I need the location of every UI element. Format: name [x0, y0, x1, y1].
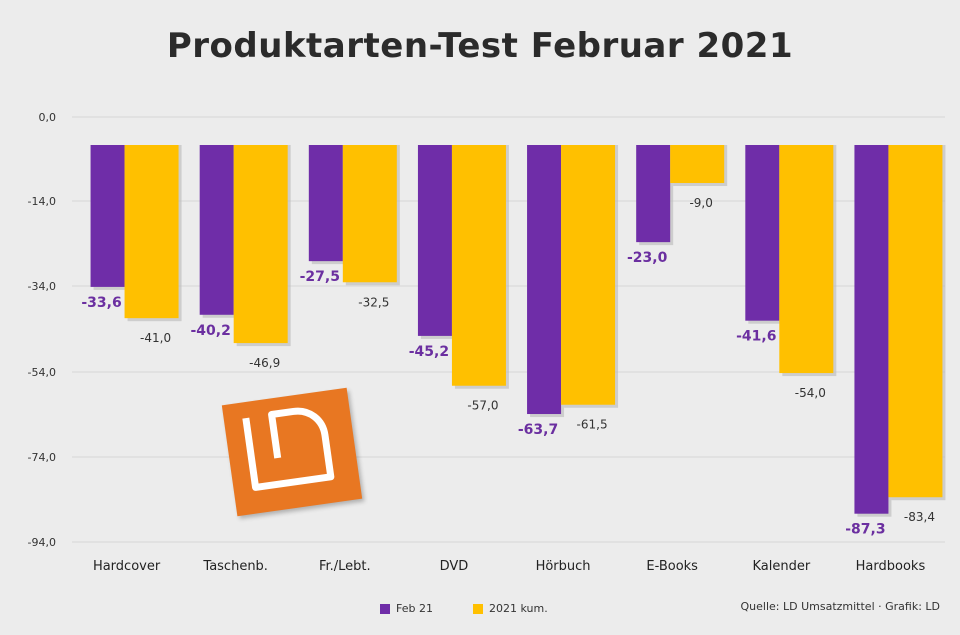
- y-tick-label: -94,0: [28, 536, 56, 549]
- data-label-feb: -23,0: [627, 250, 668, 266]
- x-tick-label: DVD: [440, 559, 469, 574]
- bar-cumulative: [888, 145, 943, 498]
- bar-cumulative: [124, 145, 179, 319]
- bar-feb: [745, 145, 780, 321]
- data-label-cumulative: -54,0: [795, 386, 826, 400]
- legend-label-feb: Feb 21: [396, 602, 433, 615]
- data-label-cumulative: -46,9: [249, 356, 280, 370]
- legend-label-cumulative: 2021 kum.: [488, 602, 548, 615]
- bar-feb: [199, 145, 234, 315]
- legend-item-feb: Feb 21: [380, 602, 433, 615]
- data-label-feb: -63,7: [518, 422, 558, 438]
- bar-feb: [527, 145, 562, 415]
- bar-cumulative: [561, 145, 616, 405]
- ld-logo-mark: [242, 407, 335, 491]
- x-tick-label: Hardbooks: [856, 559, 926, 574]
- bar-cumulative: [779, 145, 834, 374]
- data-label-cumulative: -32,5: [358, 295, 389, 309]
- data-labels: -33,6 -41,0 -40,2 -46,9 -27,5 -32,5 -45,2 -57,0…: [81, 196, 935, 538]
- bar-cumulative: [342, 145, 397, 283]
- data-label-feb: -45,2: [409, 344, 449, 360]
- data-label-feb: -41,6: [736, 329, 776, 345]
- data-label-cumulative: -61,5: [577, 418, 608, 432]
- y-tick-label: -34,0: [28, 280, 56, 293]
- y-tick-label: -74,0: [28, 451, 56, 464]
- ld-logo: [221, 387, 363, 517]
- x-tick-label: E-Books: [646, 559, 698, 574]
- bar-feb: [417, 145, 452, 336]
- data-label-cumulative: -9,0: [689, 196, 712, 210]
- data-label-feb: -27,5: [300, 269, 340, 285]
- bar-cumulative: [670, 145, 725, 184]
- y-tick-label: -54,0: [28, 366, 56, 379]
- legend-item-cumulative: 2021 kum.: [472, 602, 548, 615]
- x-tick-label: Hörbuch: [536, 559, 591, 574]
- data-label-cumulative: -57,0: [467, 399, 498, 413]
- chart-title: Produktarten-Test Februar 2021: [166, 26, 794, 66]
- bar-feb: [90, 145, 125, 287]
- data-label-feb: -33,6: [81, 295, 121, 311]
- bar-feb: [854, 145, 889, 514]
- legend-swatch-feb: [380, 603, 390, 614]
- data-label-feb: -40,2: [191, 323, 231, 339]
- bar-cumulative: [233, 145, 288, 344]
- data-label-cumulative: -41,0: [140, 331, 171, 345]
- source-note: Quelle: LD Umsatzmittel · Grafik: LD: [740, 600, 941, 613]
- data-label-cumulative: -83,4: [904, 510, 935, 524]
- x-tick-label: Taschenb.: [202, 559, 268, 574]
- data-label-feb: -87,3: [845, 522, 885, 538]
- y-tick-label: 0,0: [39, 111, 57, 124]
- legend: Feb 21 2021 kum.: [380, 602, 548, 615]
- x-tick-label: Kalender: [752, 559, 810, 574]
- bar-feb: [308, 145, 343, 262]
- legend-swatch-cumulative: [472, 603, 483, 614]
- x-tick-labels: Hardcover Taschenb. Fr./Lebt. DVD Hörbuch E-B…: [93, 559, 926, 574]
- x-tick-label: Fr./Lebt.: [319, 559, 371, 574]
- x-tick-label: Hardcover: [93, 559, 161, 574]
- y-tick-label: -14,0: [28, 195, 56, 208]
- bar-cumulative: [451, 145, 506, 386]
- bars: [90, 145, 946, 517]
- bar-feb: [636, 145, 671, 243]
